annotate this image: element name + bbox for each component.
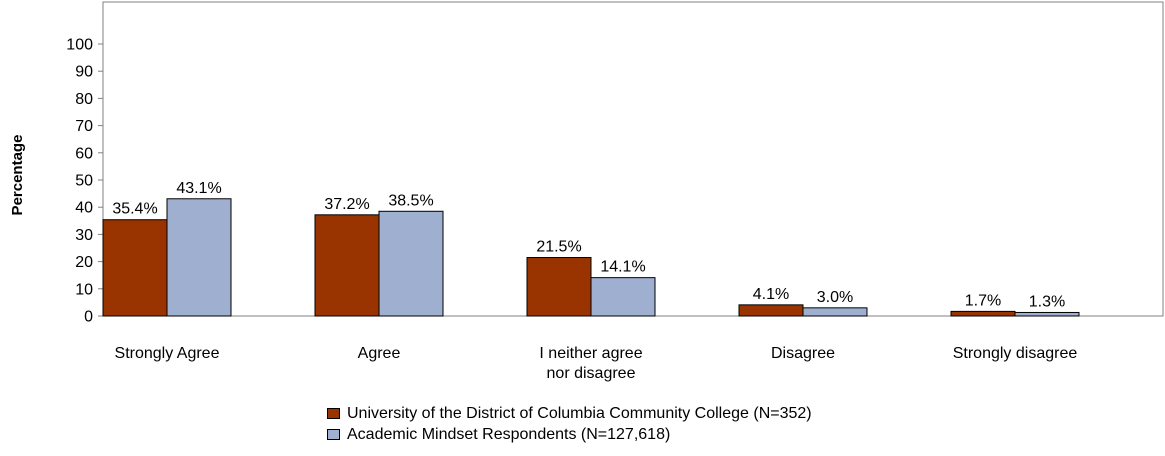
data-label: 1.3% bbox=[1029, 293, 1065, 310]
data-label: 38.5% bbox=[388, 192, 433, 209]
y-tick-label: 50 bbox=[75, 173, 93, 190]
data-label: 35.4% bbox=[112, 201, 157, 218]
legend: University of the District of Columbia C… bbox=[327, 403, 812, 445]
legend-label-series-2: Academic Mindset Respondents (N=127,618) bbox=[347, 425, 671, 443]
y-tick-label: 70 bbox=[75, 118, 93, 135]
bar bbox=[166, 198, 232, 317]
bar bbox=[950, 310, 1016, 317]
bar bbox=[802, 307, 868, 317]
legend-item: University of the District of Columbia C… bbox=[327, 403, 812, 424]
legend-swatch-series-1 bbox=[327, 408, 340, 419]
bar bbox=[314, 214, 380, 317]
plot-area bbox=[102, 1, 1164, 317]
x-tick-label: Strongly disagree bbox=[953, 345, 1078, 362]
y-tick-label: 20 bbox=[75, 254, 93, 271]
x-tick-label: Strongly Agree bbox=[115, 345, 220, 362]
bar bbox=[378, 210, 444, 317]
bar bbox=[526, 257, 592, 317]
bar bbox=[590, 277, 656, 317]
data-label: 1.7% bbox=[965, 292, 1001, 309]
data-label: 14.1% bbox=[600, 259, 645, 276]
x-tick-label: Agree bbox=[358, 345, 401, 362]
bar bbox=[102, 219, 168, 317]
bar bbox=[738, 304, 804, 317]
x-tick-label: I neither agree bbox=[539, 345, 642, 362]
data-label: 3.0% bbox=[817, 289, 853, 306]
x-tick-label: Disagree bbox=[771, 345, 835, 362]
legend-item: Academic Mindset Respondents (N=127,618) bbox=[327, 424, 812, 445]
y-tick-label: 100 bbox=[66, 37, 93, 54]
legend-label-series-1: University of the District of Columbia C… bbox=[347, 404, 812, 422]
data-label: 4.1% bbox=[753, 286, 789, 303]
y-tick-label: 0 bbox=[84, 309, 93, 326]
data-label: 43.1% bbox=[176, 180, 221, 197]
y-tick-label: 40 bbox=[75, 200, 93, 217]
y-axis-title: Percentage bbox=[9, 135, 26, 216]
legend-swatch-series-2 bbox=[327, 429, 340, 440]
y-tick-label: 30 bbox=[75, 227, 93, 244]
data-label: 37.2% bbox=[324, 196, 369, 213]
y-tick-label: 80 bbox=[75, 91, 93, 108]
data-label: 21.5% bbox=[536, 239, 581, 256]
y-tick-label: 90 bbox=[75, 64, 93, 81]
y-tick-label: 10 bbox=[75, 281, 93, 298]
x-tick-label: nor disagree bbox=[547, 365, 636, 382]
bar bbox=[1014, 311, 1080, 317]
y-tick-label: 60 bbox=[75, 145, 93, 162]
